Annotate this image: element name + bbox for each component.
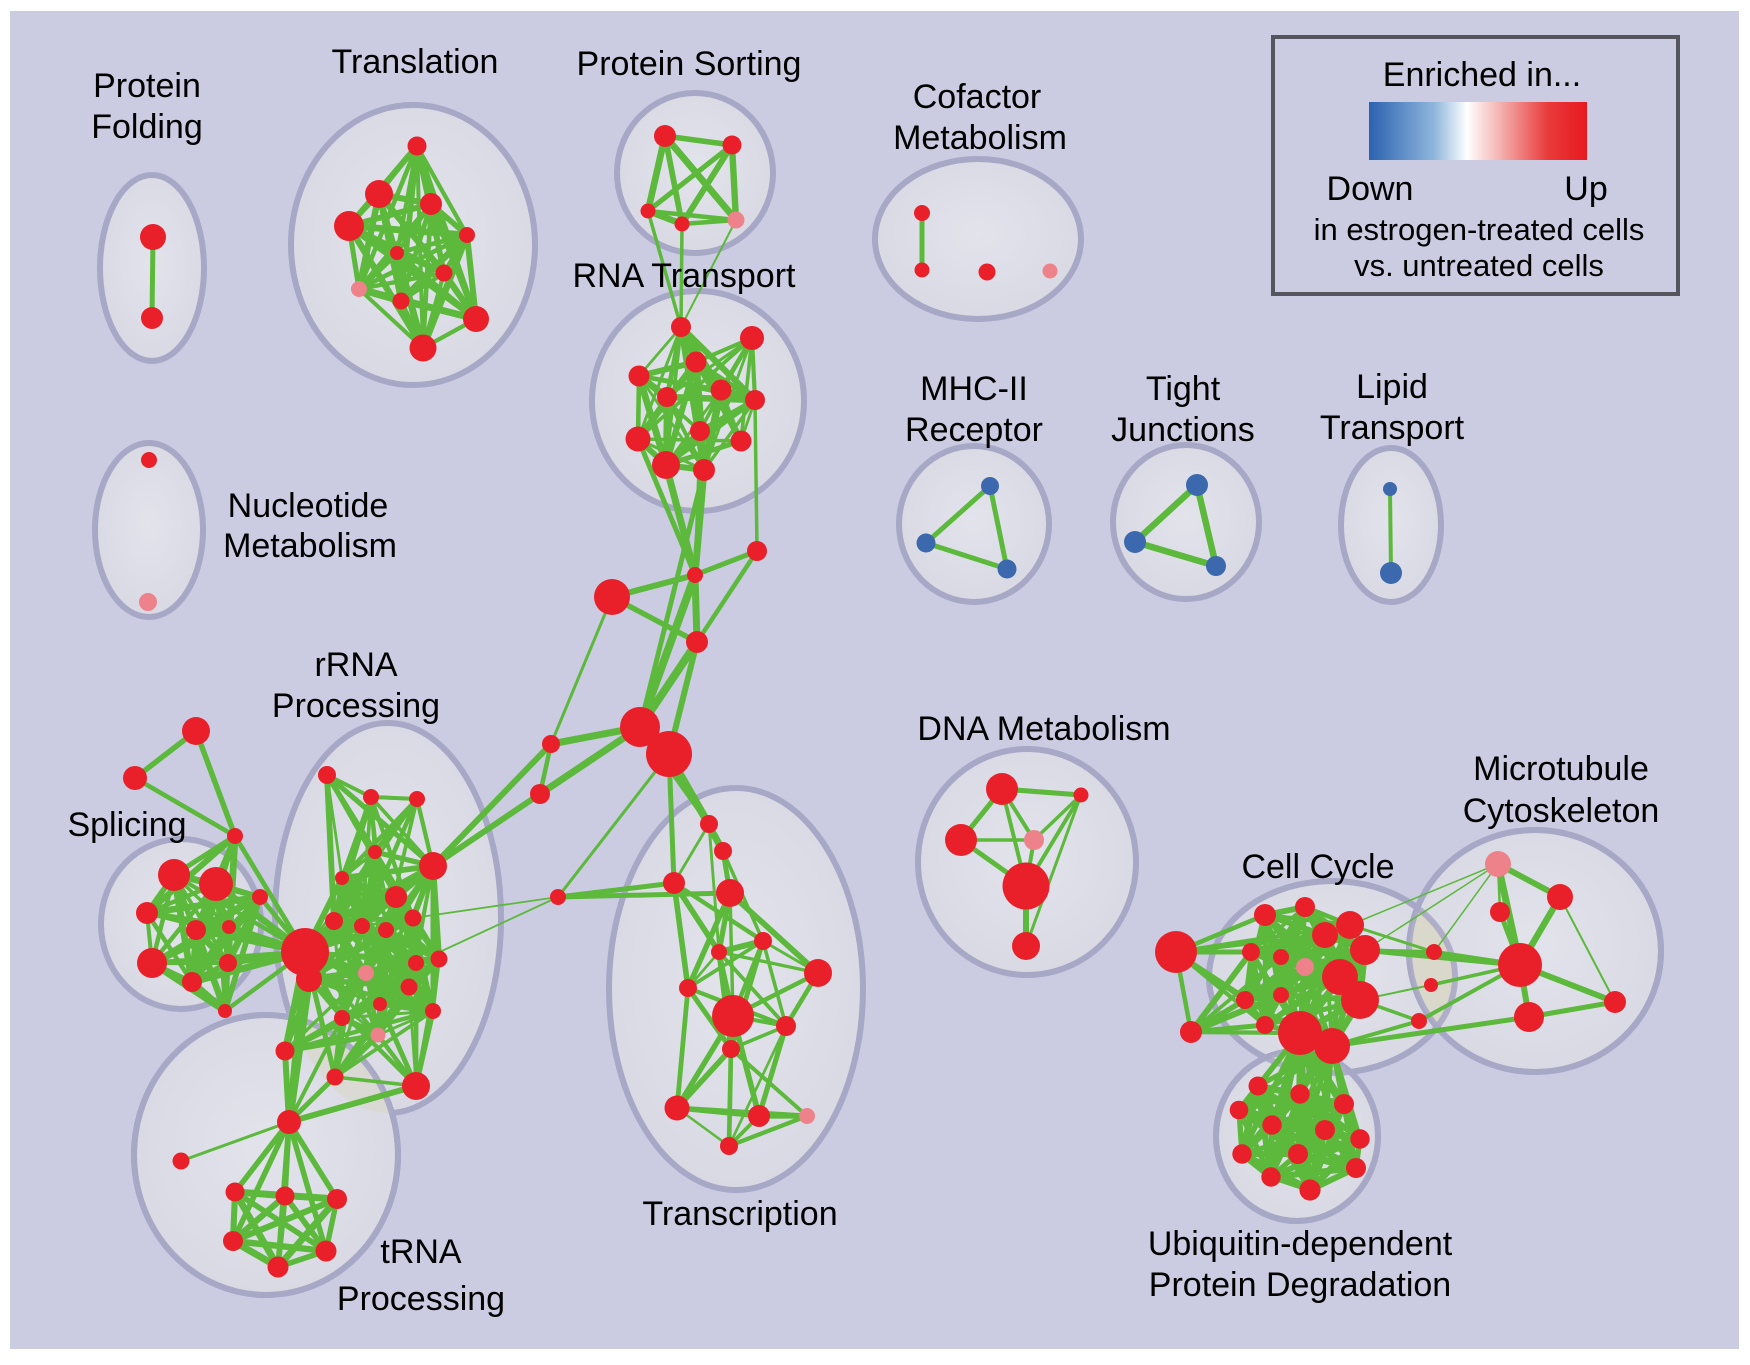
svg-text:Processing: Processing [272,687,440,725]
svg-text:Cytoskeleton: Cytoskeleton [1463,792,1660,830]
svg-text:Processing: Processing [337,1280,505,1318]
svg-text:Transport: Transport [1320,409,1465,447]
svg-text:in estrogen-treated cells: in estrogen-treated cells [1314,212,1645,247]
svg-text:Transcription: Transcription [642,1195,837,1233]
svg-text:MHC-II: MHC-II [920,370,1028,408]
svg-text:Protein Sorting: Protein Sorting [577,45,802,83]
svg-text:Down: Down [1327,170,1414,208]
svg-text:Protein Degradation: Protein Degradation [1149,1266,1451,1304]
svg-text:Ubiquitin-dependent: Ubiquitin-dependent [1148,1225,1453,1263]
svg-text:rRNA: rRNA [314,646,397,684]
svg-text:Cofactor: Cofactor [913,78,1042,116]
svg-text:Folding: Folding [91,108,203,146]
svg-text:Metabolism: Metabolism [893,119,1067,157]
svg-text:vs. untreated cells: vs. untreated cells [1354,248,1604,283]
svg-text:Nucleotide: Nucleotide [228,487,389,525]
svg-text:RNA Transport: RNA Transport [573,257,797,295]
svg-text:DNA Metabolism: DNA Metabolism [917,710,1170,748]
svg-text:Lipid: Lipid [1356,368,1428,406]
svg-text:Microtubule: Microtubule [1473,750,1649,788]
svg-text:Receptor: Receptor [905,411,1043,449]
svg-text:Tight: Tight [1146,370,1221,408]
svg-text:Up: Up [1564,170,1607,208]
svg-text:Junctions: Junctions [1111,411,1255,449]
svg-text:tRNA: tRNA [380,1233,462,1271]
svg-text:Splicing: Splicing [67,806,186,844]
svg-text:Metabolism: Metabolism [223,527,397,565]
svg-text:Enriched in...: Enriched in... [1383,56,1581,94]
svg-text:Cell Cycle: Cell Cycle [1241,848,1394,886]
svg-text:Translation: Translation [332,43,499,81]
svg-text:Protein: Protein [93,67,201,105]
